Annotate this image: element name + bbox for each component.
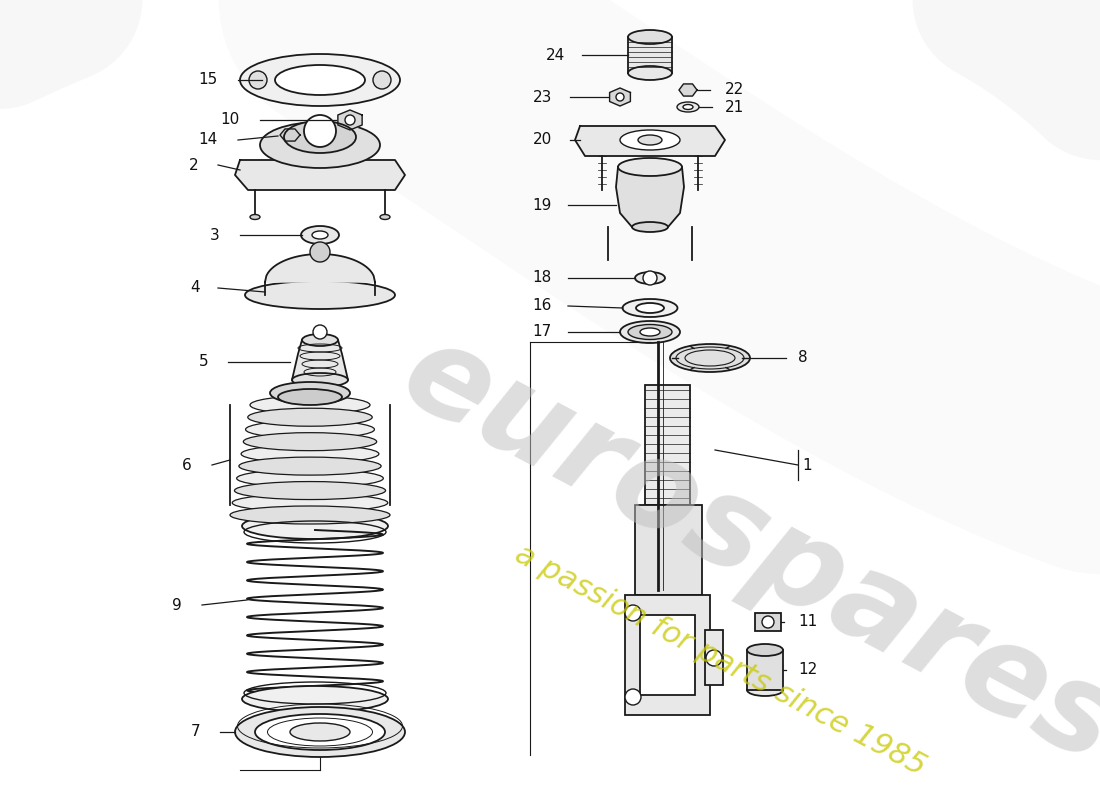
Ellipse shape — [628, 30, 672, 44]
Ellipse shape — [747, 684, 783, 696]
Ellipse shape — [379, 214, 390, 219]
Ellipse shape — [640, 328, 660, 336]
Ellipse shape — [234, 482, 386, 499]
Bar — [640, 615, 695, 695]
Text: 21: 21 — [725, 99, 745, 114]
Ellipse shape — [242, 686, 388, 712]
Ellipse shape — [270, 382, 350, 404]
Ellipse shape — [636, 303, 664, 313]
Ellipse shape — [620, 321, 680, 343]
Ellipse shape — [235, 707, 405, 757]
Polygon shape — [280, 129, 300, 141]
Text: 10: 10 — [221, 113, 240, 127]
Ellipse shape — [628, 325, 672, 339]
Bar — [755, 613, 781, 631]
Ellipse shape — [620, 130, 680, 150]
Circle shape — [625, 605, 641, 621]
Text: eurospares: eurospares — [383, 311, 1100, 789]
Text: 6: 6 — [183, 458, 192, 473]
Text: 7: 7 — [190, 725, 200, 739]
Polygon shape — [679, 84, 697, 96]
Text: 14: 14 — [199, 133, 218, 147]
Ellipse shape — [632, 222, 668, 232]
Ellipse shape — [628, 66, 672, 80]
Text: 2: 2 — [188, 158, 198, 173]
Bar — [628, 37, 672, 73]
Ellipse shape — [240, 54, 400, 106]
Polygon shape — [616, 167, 684, 227]
Text: 4: 4 — [190, 281, 200, 295]
Circle shape — [762, 616, 774, 628]
Text: 11: 11 — [798, 614, 817, 630]
Ellipse shape — [638, 135, 662, 145]
Circle shape — [304, 115, 336, 147]
Ellipse shape — [236, 470, 383, 487]
Text: 19: 19 — [532, 198, 552, 213]
Bar — [705, 630, 723, 685]
Polygon shape — [609, 88, 630, 106]
Text: 17: 17 — [532, 325, 552, 339]
Ellipse shape — [230, 506, 390, 524]
Text: 22: 22 — [725, 82, 745, 98]
Bar — [625, 595, 710, 715]
Bar — [747, 650, 783, 690]
Ellipse shape — [232, 494, 388, 512]
Ellipse shape — [623, 299, 678, 317]
Ellipse shape — [292, 373, 348, 387]
Circle shape — [616, 93, 624, 101]
Text: 18: 18 — [532, 270, 552, 286]
Ellipse shape — [250, 396, 370, 414]
Text: 24: 24 — [546, 47, 565, 62]
Text: 16: 16 — [532, 298, 552, 314]
Ellipse shape — [250, 214, 260, 219]
Ellipse shape — [747, 644, 783, 656]
Ellipse shape — [302, 334, 338, 346]
Polygon shape — [292, 340, 348, 380]
Ellipse shape — [245, 421, 374, 438]
Circle shape — [345, 115, 355, 125]
Circle shape — [644, 271, 657, 285]
Ellipse shape — [255, 714, 385, 750]
Text: 23: 23 — [532, 90, 552, 105]
Ellipse shape — [618, 158, 682, 176]
Polygon shape — [235, 160, 405, 190]
Circle shape — [373, 71, 390, 89]
Text: 20: 20 — [532, 133, 552, 147]
Circle shape — [310, 242, 330, 262]
Text: 12: 12 — [798, 662, 817, 678]
Circle shape — [314, 325, 327, 339]
Ellipse shape — [260, 122, 379, 168]
Polygon shape — [265, 254, 375, 282]
Ellipse shape — [241, 445, 378, 463]
Circle shape — [249, 71, 267, 89]
Ellipse shape — [278, 389, 342, 405]
Ellipse shape — [243, 433, 376, 450]
Ellipse shape — [275, 65, 365, 95]
Ellipse shape — [290, 723, 350, 741]
Ellipse shape — [676, 102, 698, 112]
Text: 9: 9 — [173, 598, 182, 613]
Ellipse shape — [301, 226, 339, 244]
Polygon shape — [575, 126, 725, 156]
Polygon shape — [338, 110, 362, 130]
Text: 15: 15 — [199, 73, 218, 87]
Circle shape — [706, 650, 722, 666]
Ellipse shape — [242, 513, 388, 539]
Text: a passion for parts since 1985: a passion for parts since 1985 — [509, 539, 931, 781]
Ellipse shape — [683, 105, 693, 110]
Text: 8: 8 — [798, 350, 807, 366]
Text: 3: 3 — [210, 227, 220, 242]
Bar — [635, 505, 702, 595]
Ellipse shape — [284, 121, 356, 153]
Ellipse shape — [312, 231, 328, 239]
Ellipse shape — [239, 457, 381, 475]
Ellipse shape — [245, 281, 395, 309]
Ellipse shape — [248, 408, 372, 426]
Ellipse shape — [635, 272, 666, 284]
Bar — [645, 385, 690, 505]
Text: 1: 1 — [802, 458, 812, 473]
Ellipse shape — [670, 344, 750, 372]
Circle shape — [625, 689, 641, 705]
Text: 5: 5 — [198, 354, 208, 370]
